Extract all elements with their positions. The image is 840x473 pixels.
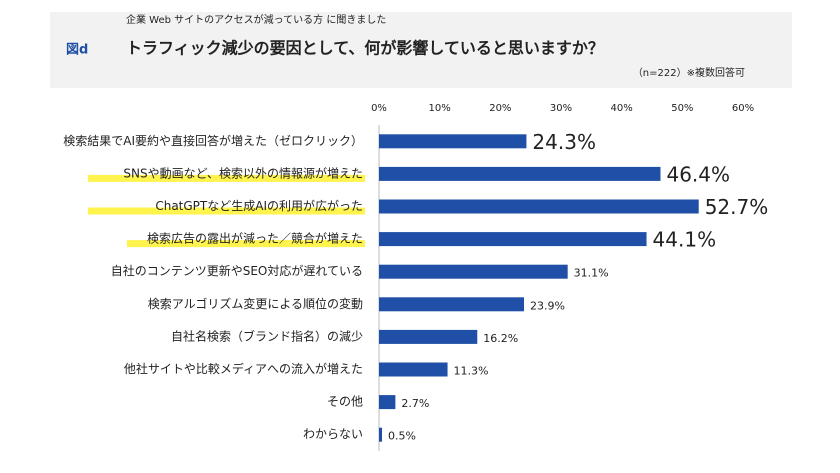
bar (379, 166, 661, 181)
chart-title: トラフィック減少の要因として、何が影響していると思いますか？ (126, 39, 604, 58)
x-tick-label: 40% (611, 103, 633, 114)
value-label: 44.1% (653, 228, 717, 252)
category-label: その他 (327, 395, 363, 409)
bar (379, 199, 699, 214)
figure-label: 図d (66, 43, 88, 58)
value-label: 46.4% (666, 162, 730, 186)
bar (379, 329, 478, 344)
x-tick-label: 20% (489, 103, 511, 114)
value-label: 52.7% (705, 195, 769, 219)
category-label: 他社サイトや比較メディアへの流入が増えた (124, 361, 363, 376)
bar (379, 395, 396, 410)
value-label: 0.5% (388, 430, 416, 443)
bar (379, 264, 568, 279)
note: （n=222）※複数回答可 (633, 66, 745, 79)
value-label: 11.3% (454, 365, 489, 378)
highlight (127, 240, 365, 248)
category-label: 検索アルゴリズム変更による順位の変動 (148, 296, 363, 311)
value-label: 23.9% (530, 299, 565, 312)
bar (379, 362, 448, 377)
bar (379, 427, 383, 442)
category-label: 検索広告の露出が減った／競合が増えた (147, 231, 363, 246)
bar (379, 297, 524, 312)
category-label: わからない (303, 427, 363, 441)
highlight (88, 174, 365, 182)
category-label: 自社のコンテンツ更新やSEO対応が遅れている (111, 263, 363, 278)
x-tick-label: 60% (732, 103, 754, 114)
subtitle: 企業 Web サイトのアクセスが減っている方 に聞きました (126, 13, 386, 26)
x-tick-label: 30% (550, 103, 572, 114)
category-label: ChatGPTなど生成AIの利用が広がった (155, 198, 363, 213)
category-label: 自社名検索（ブランド指名）の減少 (171, 328, 363, 343)
x-tick-label: 0% (371, 103, 387, 114)
category-label: SNSや動画など、検索以外の情報源が増えた (123, 165, 363, 180)
x-tick-label: 10% (429, 103, 451, 114)
highlight (88, 207, 365, 215)
header-box (50, 12, 792, 88)
bar (379, 134, 527, 149)
value-label: 2.7% (401, 397, 429, 410)
value-label: 16.2% (483, 332, 518, 345)
category-label: 検索結果でAI要約や直接回答が増えた（ゼロクリック） (63, 133, 363, 148)
x-tick-label: 50% (671, 103, 693, 114)
value-label: 31.1% (574, 267, 609, 280)
bar (379, 232, 647, 247)
value-label: 24.3% (532, 130, 596, 154)
